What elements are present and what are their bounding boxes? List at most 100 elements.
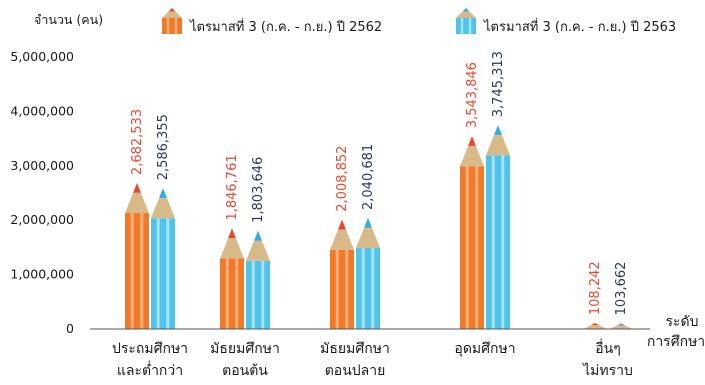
bar-stripe [251,260,255,329]
bar-tip-lead [254,230,262,241]
bar-stripe [261,260,265,329]
bar-body [220,258,244,329]
y-axis-title: จำนวน (คน) [34,12,103,27]
legend-swatch-lead [463,8,469,12]
bar-tip-lead [338,219,346,230]
bar [486,125,510,329]
bar-tip-lead [159,188,167,198]
bar-tip-lead [468,136,476,146]
legend-label: ไตรมาสที่ 3 (ก.ค. - ก.ย.) ปี 2563 [483,18,676,35]
bar-tip-lead [494,125,502,135]
legend-item: ไตรมาสที่ 3 (ก.ค. - ก.ย.) ปี 2563 [456,8,676,35]
y-tick-label: 0 [66,321,74,336]
legend-swatch-body [456,18,476,34]
bar-body [151,218,175,329]
x-tick-label: ตอนปลาย [325,363,386,379]
legend-swatch-lead [169,8,175,12]
bar [125,183,149,329]
data-label: 108,242 [588,261,603,315]
bar-stripe [156,218,160,329]
x-tick-label: มัธยมศึกษา [210,341,280,357]
bar-stripe [140,213,144,329]
bar-body [486,155,510,329]
x-tick-label: ไม่ทราบ [582,362,633,379]
y-tick-label: 2,000,000 [10,212,74,227]
bar-stripe [130,213,134,329]
bar-stripe [235,258,239,329]
bar-tip-wood [609,323,633,330]
bar-tip-lead [228,228,236,239]
legend-item: ไตรมาสที่ 3 (ก.ค. - ก.ย.) ปี 2562 [162,8,382,35]
legend-swatch-wood [456,8,476,18]
bar-tip-wood [220,228,244,259]
bar-tip-wood [486,125,510,156]
y-axis-title-group: จำนวน (คน) [34,12,103,27]
bar-tip-wood [125,183,149,214]
bar-stripe [491,155,495,329]
legend-swatch [456,8,476,34]
bar-stripe [465,166,469,329]
legend-swatch-stripe [174,18,178,34]
bar [609,323,633,330]
bar [330,219,354,329]
bar-tip-wood [246,230,270,261]
bar-tip-wood [460,136,484,167]
bar-stripe [475,166,479,329]
bar-tip-wood [583,323,607,330]
bar-tip-lead [617,323,625,326]
x-tick-label: และต่ำกว่า [117,361,183,379]
x-tick-label: ตอนต้น [222,363,268,379]
bar [220,228,244,329]
bar [583,323,607,330]
x-axis-title-line-2: การศึกษา [647,334,705,350]
bar-tip-lead [591,323,599,326]
legend: ไตรมาสที่ 3 (ก.ค. - ก.ย.) ปี 2562 ไตรมาสท… [162,8,676,35]
y-tick-label: 4,000,000 [10,103,74,118]
data-label: 1,846,761 [225,154,240,220]
data-label: 103,662 [614,262,629,316]
bar [151,188,175,329]
x-tick-label: มัธยมศึกษา [320,341,390,357]
x-tick-label: อื่นๆ [595,339,621,357]
legend-swatch-stripe [166,18,170,34]
bar-stripe [335,249,339,329]
x-tick-label: ประถมศึกษา [112,341,188,357]
bar-body [356,247,380,329]
data-label: 2,586,355 [156,114,171,180]
x-tick-label: อุดมศึกษา [454,341,515,357]
legend-swatch-stripe [460,18,464,34]
bar-body [330,249,354,329]
data-label: 2,682,533 [130,109,145,175]
x-axis-title-line-1: ระดับ [665,314,698,330]
legend-swatch-stripe [468,18,472,34]
bar [460,136,484,329]
legend-label: ไตรมาสที่ 3 (ก.ค. - ก.ย.) ปี 2562 [189,18,382,35]
bar-tip-lead [364,217,372,228]
bar-stripe [371,247,375,329]
x-axis-title-group: ระดับ การศึกษา [647,314,705,350]
bar-stripe [345,249,349,329]
bar-stripe [361,247,365,329]
bar-tip-wood [151,188,175,219]
bar-body [246,260,270,329]
bars: 2,682,533 1,846,761 2,008,852 3,543,846 108,… [125,51,633,330]
y-axis: 0 1,000,000 2,000,000 3,000,000 4,000,000 5,0… [10,49,74,336]
bar [356,217,380,329]
data-label: 2,008,852 [335,146,350,212]
bar-tip-lead [133,183,141,193]
bar-stripe [166,218,170,329]
bar-stripe [501,155,505,329]
bar [246,230,270,329]
bar-tip-wood [356,217,380,248]
y-tick-label: 1,000,000 [10,267,74,282]
bar-body [460,166,484,329]
bar-stripe [225,258,229,329]
y-tick-label: 3,000,000 [10,158,74,173]
y-tick-label: 5,000,000 [10,49,74,64]
legend-swatch [162,8,182,34]
legend-swatch-wood [162,8,182,18]
bar-tip-wood [330,219,354,250]
data-label: 3,543,846 [465,62,480,128]
